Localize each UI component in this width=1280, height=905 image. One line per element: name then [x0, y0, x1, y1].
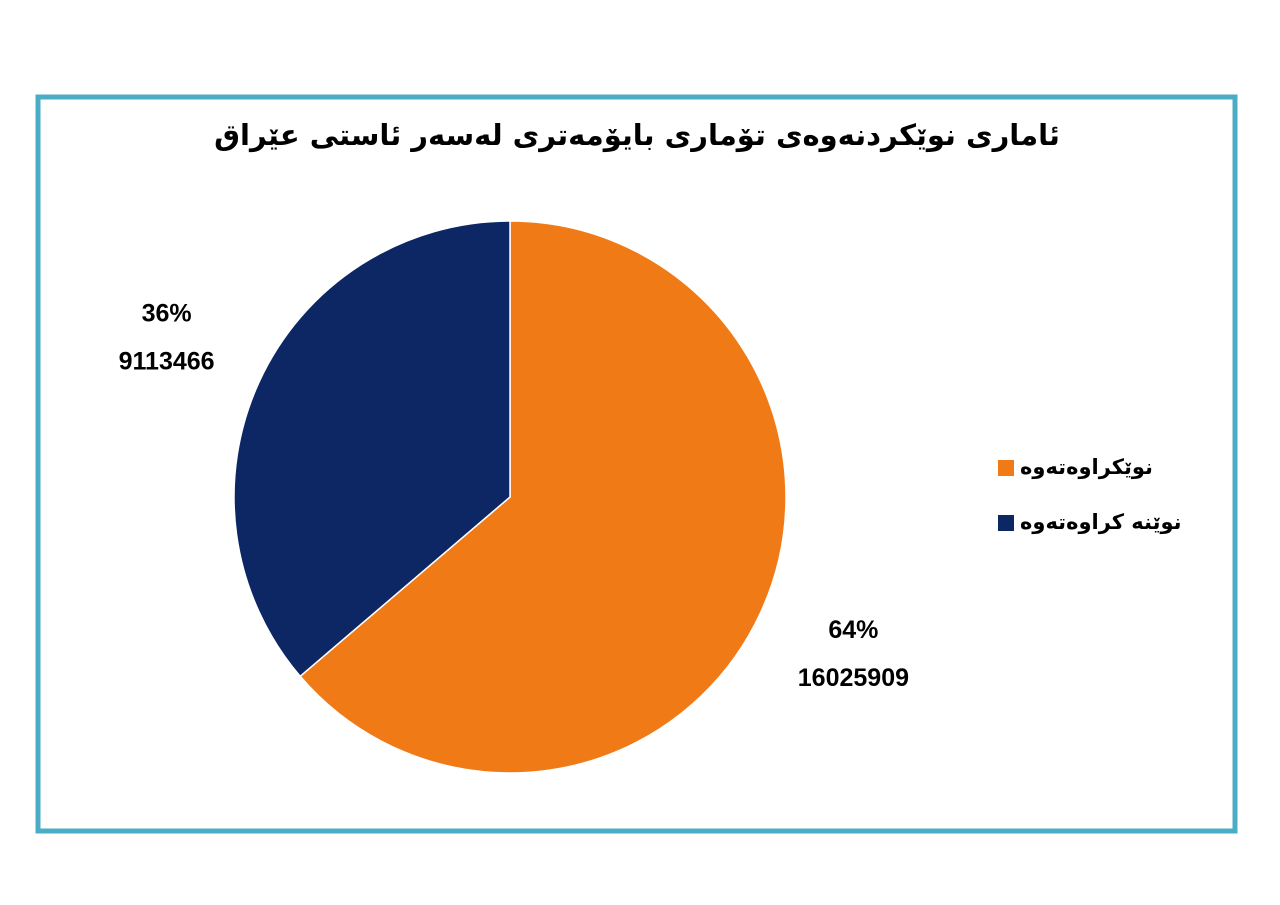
legend-swatch	[998, 460, 1014, 476]
pie-slice	[233, 220, 511, 678]
legend-swatch	[998, 515, 1014, 531]
legend-label: نوێنە کراوەتەوە	[1020, 510, 1182, 534]
data-label-percent: 36%	[142, 299, 192, 327]
data-label-value: 9113466	[119, 347, 215, 375]
legend-label: نوێکراوەتەوە	[1020, 455, 1153, 479]
chart-title: ئاماری نوێکردنەوەی تۆماری بایۆمەتری لەسە…	[214, 118, 1060, 152]
pie-slice	[299, 220, 787, 774]
data-label-value: 16025909	[798, 664, 909, 692]
data-label-percent: 64%	[828, 616, 878, 644]
